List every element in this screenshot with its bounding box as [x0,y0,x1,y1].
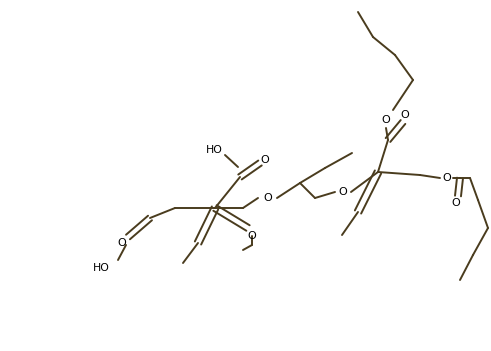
Text: O: O [339,187,347,197]
Text: O: O [247,231,256,241]
Text: O: O [442,173,451,183]
Text: HO: HO [206,145,223,155]
Text: O: O [264,193,273,203]
Text: O: O [118,238,126,248]
Text: O: O [452,198,461,208]
Text: O: O [401,110,409,120]
Text: HO: HO [93,263,110,273]
Text: O: O [382,115,390,125]
Text: O: O [261,155,270,165]
